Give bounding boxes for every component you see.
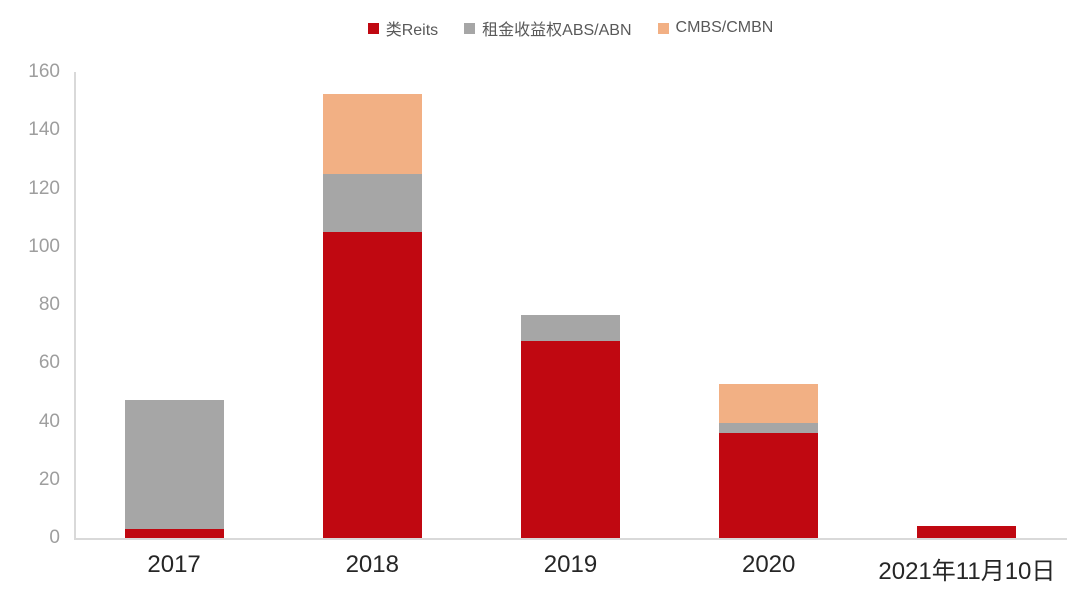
bar-segment xyxy=(124,529,224,538)
plot-area xyxy=(75,72,1066,538)
bar-slot xyxy=(471,72,669,538)
bar-segment xyxy=(520,315,621,342)
stacked-bar xyxy=(719,383,819,538)
y-tick-label: 20 xyxy=(38,468,60,490)
bar-segment xyxy=(917,526,1017,538)
stacked-bar xyxy=(520,315,621,538)
chart-legend: 类Reits 租金收益权ABS/ABN CMBS/CMBN xyxy=(75,16,1066,40)
legend-label: 类Reits xyxy=(385,22,439,39)
legend-item-abs-abn: 租金收益权ABS/ABN xyxy=(464,16,632,40)
y-tick-label: 40 xyxy=(38,410,60,432)
y-axis-ticks: 0 20 40 60 80 100 120 140 160 xyxy=(0,61,60,548)
stacked-bar xyxy=(917,526,1017,538)
y-tick-label: 80 xyxy=(38,294,60,315)
x-axis-label: 2021年11月10日 xyxy=(878,558,1056,585)
stacked-bar xyxy=(124,399,224,538)
stacked-bar xyxy=(322,93,422,538)
y-tick-label: 160 xyxy=(28,61,60,82)
legend-swatch-red xyxy=(367,22,379,34)
bar-segment xyxy=(322,232,422,538)
x-axis-labels: 2017 2018 2019 2020 2021年11月10日 xyxy=(75,551,1066,585)
bar-slot xyxy=(273,72,471,538)
bar-segment xyxy=(322,173,422,233)
x-axis-label: 2018 xyxy=(345,551,399,578)
legend-swatch-orange xyxy=(657,22,669,34)
y-tick-label: 0 xyxy=(49,527,60,548)
bar-segment xyxy=(719,383,819,423)
x-axis-label: 2020 xyxy=(741,551,796,578)
y-tick-label: 60 xyxy=(38,352,60,374)
legend-label: 租金收益权ABS/ABN xyxy=(482,22,632,39)
legend-item-reits: 类Reits xyxy=(367,16,439,40)
x-axis-label: 2019 xyxy=(543,551,598,578)
legend-swatch-gray xyxy=(464,22,476,34)
x-axis-line xyxy=(74,538,1067,540)
y-tick-label: 100 xyxy=(28,235,60,257)
y-axis-line xyxy=(74,72,76,540)
bar-slot xyxy=(670,72,868,538)
bar-segment xyxy=(719,422,819,434)
y-tick-label: 140 xyxy=(28,119,60,141)
x-axis-label: 2017 xyxy=(147,551,201,578)
legend-item-cmbs-cmbn: CMBS/CMBN xyxy=(657,19,774,37)
y-tick-label: 120 xyxy=(28,177,60,199)
bar-slot xyxy=(75,72,273,538)
bar-slot xyxy=(868,72,1066,538)
bar-segment xyxy=(520,341,621,538)
bar-segment xyxy=(124,399,224,530)
legend-label: CMBS/CMBN xyxy=(675,19,774,36)
bar-segment xyxy=(719,433,819,538)
bar-segment xyxy=(322,93,422,174)
